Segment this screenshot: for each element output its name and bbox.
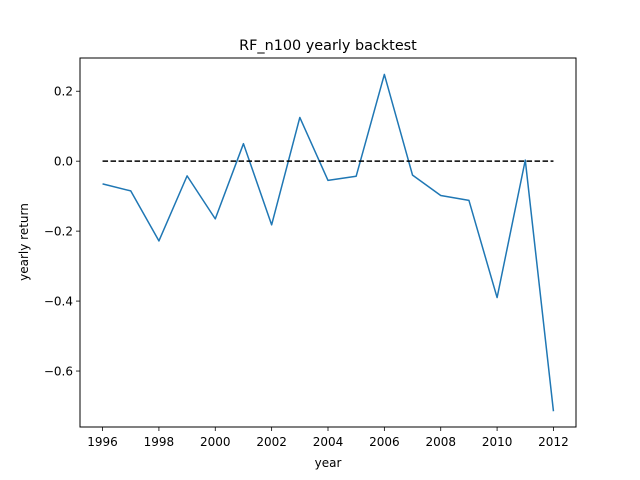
x-tick-label: 2004 (313, 435, 344, 449)
chart-title: RF_n100 yearly backtest (239, 38, 417, 54)
series-line (102, 73, 555, 412)
y-tick-label: 0.2 (54, 85, 73, 99)
y-axis-label: yearly return (17, 203, 31, 281)
y-axis: 0.2 0.0 −0.2 −0.4 −0.6 (44, 85, 80, 379)
y-tick-label: 0.0 (54, 155, 73, 169)
plot-frame (79, 57, 577, 428)
x-tick-label: 2002 (256, 435, 287, 449)
x-tick-label: 2010 (482, 435, 513, 449)
x-tick-label: 1998 (144, 435, 175, 449)
x-tick-label: 1996 (87, 435, 118, 449)
y-tick-label: −0.4 (44, 295, 73, 309)
x-tick-label: 2006 (369, 435, 400, 449)
x-axis-label: year (315, 456, 342, 470)
y-tick-label: −0.6 (44, 365, 73, 379)
y-tick-label: −0.2 (44, 225, 73, 239)
x-tick-label: 2008 (425, 435, 456, 449)
x-tick-label: 2000 (200, 435, 231, 449)
x-tick-label: 2012 (538, 435, 569, 449)
x-axis: 1996 1998 2000 2002 2004 2006 2008 2010 2012 (87, 427, 569, 449)
plot-area (102, 73, 555, 412)
